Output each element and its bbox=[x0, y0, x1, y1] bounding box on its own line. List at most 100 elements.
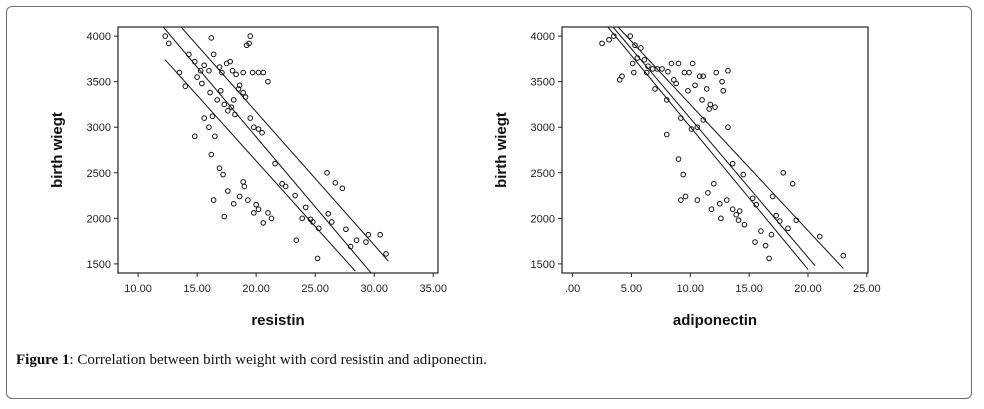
data-point bbox=[210, 197, 217, 203]
x-tick-label: 35.00 bbox=[420, 283, 448, 295]
data-point bbox=[250, 124, 257, 131]
figure-caption-text: : Correlation between birth weight with … bbox=[69, 352, 487, 368]
data-point bbox=[225, 188, 231, 194]
data-point bbox=[245, 197, 251, 203]
data-point bbox=[712, 104, 718, 110]
data-point bbox=[216, 165, 223, 172]
data-point bbox=[227, 58, 233, 65]
data-point bbox=[212, 133, 218, 140]
x-axis-title: adiponectin bbox=[673, 312, 757, 329]
data-point bbox=[332, 180, 339, 186]
data-point bbox=[606, 36, 612, 43]
x-tick-label: 20.00 bbox=[794, 283, 822, 295]
data-point bbox=[255, 206, 262, 213]
data-point bbox=[643, 69, 650, 76]
data-point bbox=[766, 255, 772, 262]
data-point bbox=[720, 87, 727, 94]
data-point bbox=[197, 67, 204, 74]
data-point bbox=[302, 204, 309, 211]
plot-area-frame bbox=[117, 26, 439, 274]
data-point bbox=[723, 197, 730, 203]
data-point bbox=[729, 206, 736, 213]
y-tick-label: 3500 bbox=[531, 77, 555, 89]
data-point bbox=[632, 42, 638, 49]
data-point bbox=[610, 33, 617, 39]
data-point bbox=[673, 80, 679, 87]
data-point bbox=[221, 213, 228, 220]
data-point bbox=[236, 82, 243, 89]
data-point bbox=[260, 220, 267, 226]
data-point bbox=[629, 60, 636, 67]
data-point bbox=[247, 33, 254, 39]
data-point bbox=[206, 124, 212, 131]
data-point bbox=[235, 86, 242, 92]
x-axis-title: resistin bbox=[251, 312, 304, 329]
data-point bbox=[299, 215, 306, 222]
data-point bbox=[645, 63, 651, 69]
data-point bbox=[719, 78, 725, 85]
data-point bbox=[780, 169, 787, 176]
data-point bbox=[668, 60, 675, 67]
data-point bbox=[216, 64, 223, 70]
data-point bbox=[325, 210, 331, 217]
y-axis-title: birth wiegt bbox=[493, 112, 510, 188]
data-point bbox=[700, 73, 707, 79]
data-point bbox=[279, 180, 285, 187]
data-point bbox=[663, 97, 670, 103]
plot-area-frame bbox=[561, 26, 869, 274]
data-point bbox=[694, 124, 701, 131]
data-point bbox=[638, 45, 644, 51]
data-point bbox=[705, 190, 711, 196]
data-point bbox=[328, 219, 335, 225]
data-point bbox=[703, 86, 710, 92]
adiponectin-scatter-chart: 1500 2000 2500 3000 3500 4000 .00 5.00 10.00 15.0… bbox=[493, 26, 881, 329]
data-point bbox=[686, 69, 692, 76]
figure-caption-label: Figure 1 bbox=[16, 352, 70, 368]
x-tick-label: 20.00 bbox=[242, 283, 270, 295]
data-point bbox=[229, 67, 236, 74]
y-tick-label: 4000 bbox=[531, 31, 555, 43]
data-point bbox=[232, 111, 238, 118]
y-tick-label: 3000 bbox=[531, 122, 555, 134]
x-tick-label: 25.00 bbox=[853, 283, 881, 295]
y-tick-label: 4000 bbox=[87, 31, 111, 43]
data-point bbox=[253, 201, 259, 208]
data-point bbox=[250, 210, 257, 216]
data-point bbox=[230, 200, 237, 207]
data-point bbox=[315, 225, 322, 232]
data-point bbox=[708, 206, 715, 213]
data-point bbox=[265, 210, 271, 216]
data-point bbox=[217, 87, 224, 94]
data-point bbox=[675, 156, 682, 162]
data-point bbox=[773, 212, 780, 219]
data-point bbox=[199, 80, 205, 87]
y-tick-label: 2000 bbox=[531, 213, 555, 225]
data-point bbox=[339, 185, 346, 192]
data-point bbox=[752, 239, 758, 245]
data-point bbox=[383, 251, 389, 257]
confidence-interval-line bbox=[617, 27, 844, 269]
data-point bbox=[208, 35, 215, 41]
data-point bbox=[652, 86, 658, 92]
data-point bbox=[769, 193, 776, 200]
data-point bbox=[228, 104, 235, 110]
data-point bbox=[214, 97, 220, 103]
data-point bbox=[634, 55, 641, 61]
data-point bbox=[268, 215, 275, 222]
data-point bbox=[186, 51, 192, 58]
data-point bbox=[246, 40, 252, 47]
data-point bbox=[725, 124, 731, 131]
figure-caption: Figure 1: Correlation between birth weig… bbox=[16, 352, 487, 369]
y-tick-label: 1500 bbox=[87, 259, 111, 271]
data-point bbox=[663, 131, 670, 138]
data-point bbox=[762, 242, 769, 249]
data-point bbox=[840, 252, 847, 259]
data-point bbox=[377, 231, 383, 238]
data-point bbox=[282, 183, 289, 190]
data-point bbox=[324, 169, 330, 176]
data-point bbox=[768, 231, 775, 238]
data-point bbox=[785, 225, 791, 232]
data-point bbox=[207, 89, 213, 96]
data-point bbox=[711, 180, 717, 187]
data-point bbox=[718, 215, 724, 222]
